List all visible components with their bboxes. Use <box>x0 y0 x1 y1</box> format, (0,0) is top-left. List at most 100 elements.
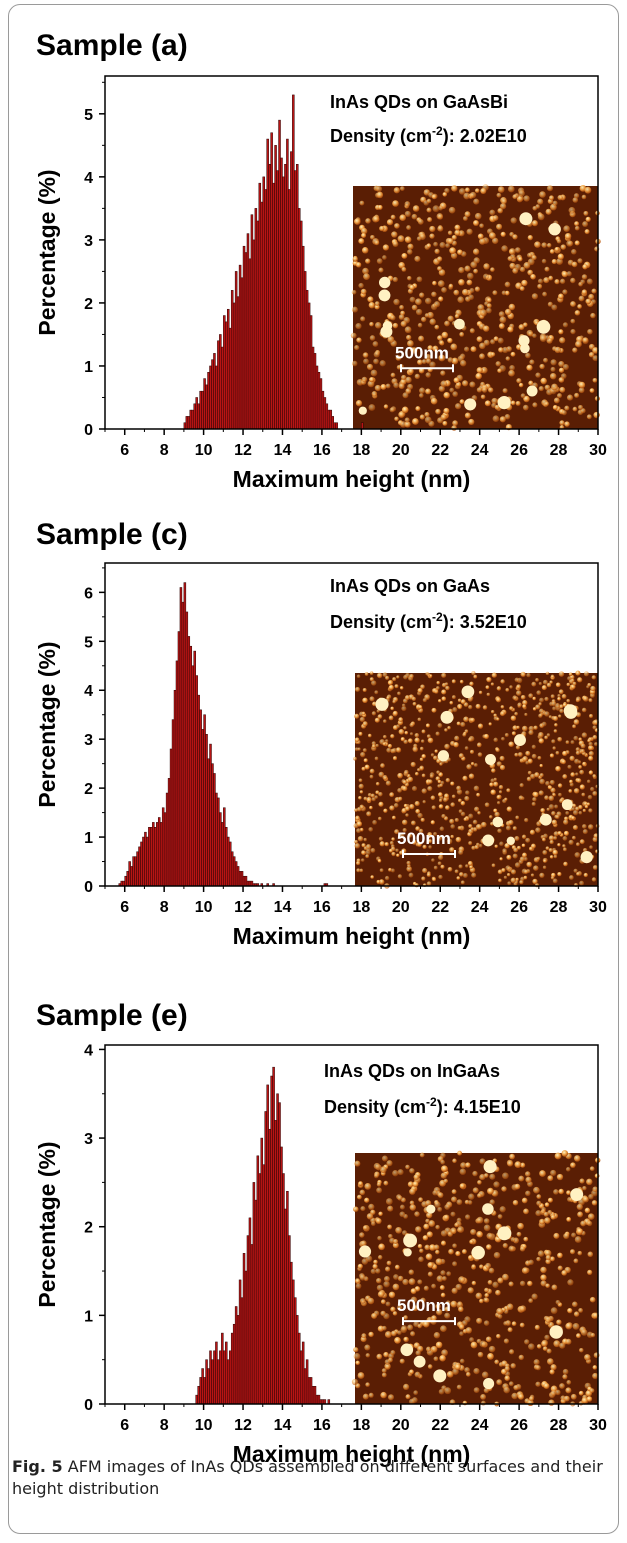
quantum-dot <box>435 776 441 781</box>
quantum-dot <box>419 746 424 751</box>
histogram-bar <box>361 422 364 430</box>
histogram-bar <box>173 689 177 887</box>
quantum-dot <box>429 1244 436 1251</box>
quantum-dot <box>503 1338 509 1344</box>
histogram-bar <box>305 1359 309 1405</box>
quantum-dot <box>503 1321 508 1326</box>
quantum-dot <box>573 1258 579 1264</box>
quantum-dot <box>500 679 505 684</box>
quantum-dot <box>590 685 596 692</box>
histogram-bar <box>225 1341 228 1405</box>
quantum-dot <box>493 1251 501 1259</box>
quantum-dot <box>408 1269 414 1275</box>
quantum-dot <box>522 725 528 732</box>
quantum-dot <box>544 1334 550 1341</box>
scale-bar <box>400 364 454 373</box>
quantum-dot <box>554 279 560 285</box>
quantum-dot <box>460 360 467 367</box>
quantum-dot <box>588 755 594 761</box>
y-tick-label: 1 <box>84 359 93 376</box>
quantum-dot <box>457 1150 462 1156</box>
quantum-dot <box>423 1285 429 1291</box>
quantum-dot <box>403 739 408 745</box>
quantum-dot <box>419 387 426 394</box>
quantum-dot <box>583 801 588 807</box>
histogram-bar <box>238 264 242 430</box>
quantum-dot <box>387 1205 394 1212</box>
quantum-dot <box>467 860 473 866</box>
x-tick-label: 6 <box>120 899 129 916</box>
quantum-dot <box>482 705 488 710</box>
quantum-dot <box>373 351 380 358</box>
scale-bar <box>402 850 456 859</box>
quantum-dot <box>587 1213 595 1220</box>
quantum-dot <box>396 853 400 857</box>
quantum-dot <box>575 696 581 702</box>
quantum-dot <box>436 681 440 685</box>
quantum-dot <box>537 1250 545 1257</box>
histogram-bar <box>225 827 228 887</box>
quantum-dot <box>535 827 541 833</box>
large-quantum-dot <box>437 750 450 762</box>
quantum-dot <box>542 837 546 842</box>
quantum-dot <box>430 753 435 757</box>
quantum-dot <box>409 1369 414 1375</box>
quantum-dot <box>562 363 569 371</box>
quantum-dot <box>422 800 426 804</box>
quantum-dot <box>430 795 436 801</box>
quantum-dot <box>393 1239 399 1244</box>
quantum-dot <box>569 779 573 784</box>
quantum-dot <box>573 735 579 741</box>
histogram-bar <box>317 1394 321 1405</box>
quantum-dot <box>374 301 380 306</box>
quantum-dot <box>363 758 368 763</box>
quantum-dot <box>582 221 589 228</box>
quantum-dot <box>380 1391 387 1399</box>
quantum-dot <box>519 1322 525 1328</box>
quantum-dot <box>549 680 553 684</box>
quantum-dot <box>578 381 586 389</box>
quantum-dot <box>434 324 440 330</box>
quantum-dot <box>432 1190 438 1196</box>
quantum-dot <box>584 186 592 194</box>
quantum-dot <box>580 1329 588 1336</box>
histogram-bar <box>333 422 336 430</box>
quantum-dot <box>471 1280 477 1286</box>
quantum-dot <box>370 1268 376 1275</box>
quantum-dot <box>480 1393 487 1400</box>
quantum-dot <box>421 316 427 323</box>
quantum-dot <box>566 698 571 703</box>
quantum-dot <box>550 1307 558 1314</box>
quantum-dot <box>422 844 427 849</box>
quantum-dot <box>553 1340 561 1348</box>
histogram-bar <box>207 1368 210 1405</box>
quantum-dot <box>582 829 588 835</box>
quantum-dot <box>424 297 432 305</box>
quantum-dot <box>433 301 441 308</box>
quantum-dot <box>378 267 384 273</box>
quantum-dot <box>508 248 516 255</box>
quantum-dot <box>355 686 360 692</box>
quantum-dot <box>541 721 547 727</box>
quantum-dot <box>592 1372 599 1380</box>
quantum-dot <box>497 337 504 344</box>
quantum-dot <box>587 1251 594 1258</box>
density-label: Density (cm <box>330 126 432 146</box>
quantum-dot <box>528 725 535 732</box>
quantum-dot <box>358 778 363 783</box>
quantum-dot <box>566 394 574 401</box>
quantum-dot <box>436 770 440 775</box>
quantum-dot <box>497 828 502 834</box>
quantum-dot <box>481 387 488 393</box>
quantum-dot <box>359 716 365 722</box>
quantum-dot <box>365 854 370 859</box>
quantum-dot <box>458 267 465 274</box>
quantum-dot <box>506 854 512 860</box>
quantum-dot <box>533 725 538 730</box>
quantum-dot <box>409 296 416 303</box>
quantum-dot <box>474 806 480 812</box>
quantum-dot <box>358 1181 363 1186</box>
quantum-dot <box>531 255 537 261</box>
quantum-dot <box>464 265 471 272</box>
quantum-dot <box>553 831 559 837</box>
